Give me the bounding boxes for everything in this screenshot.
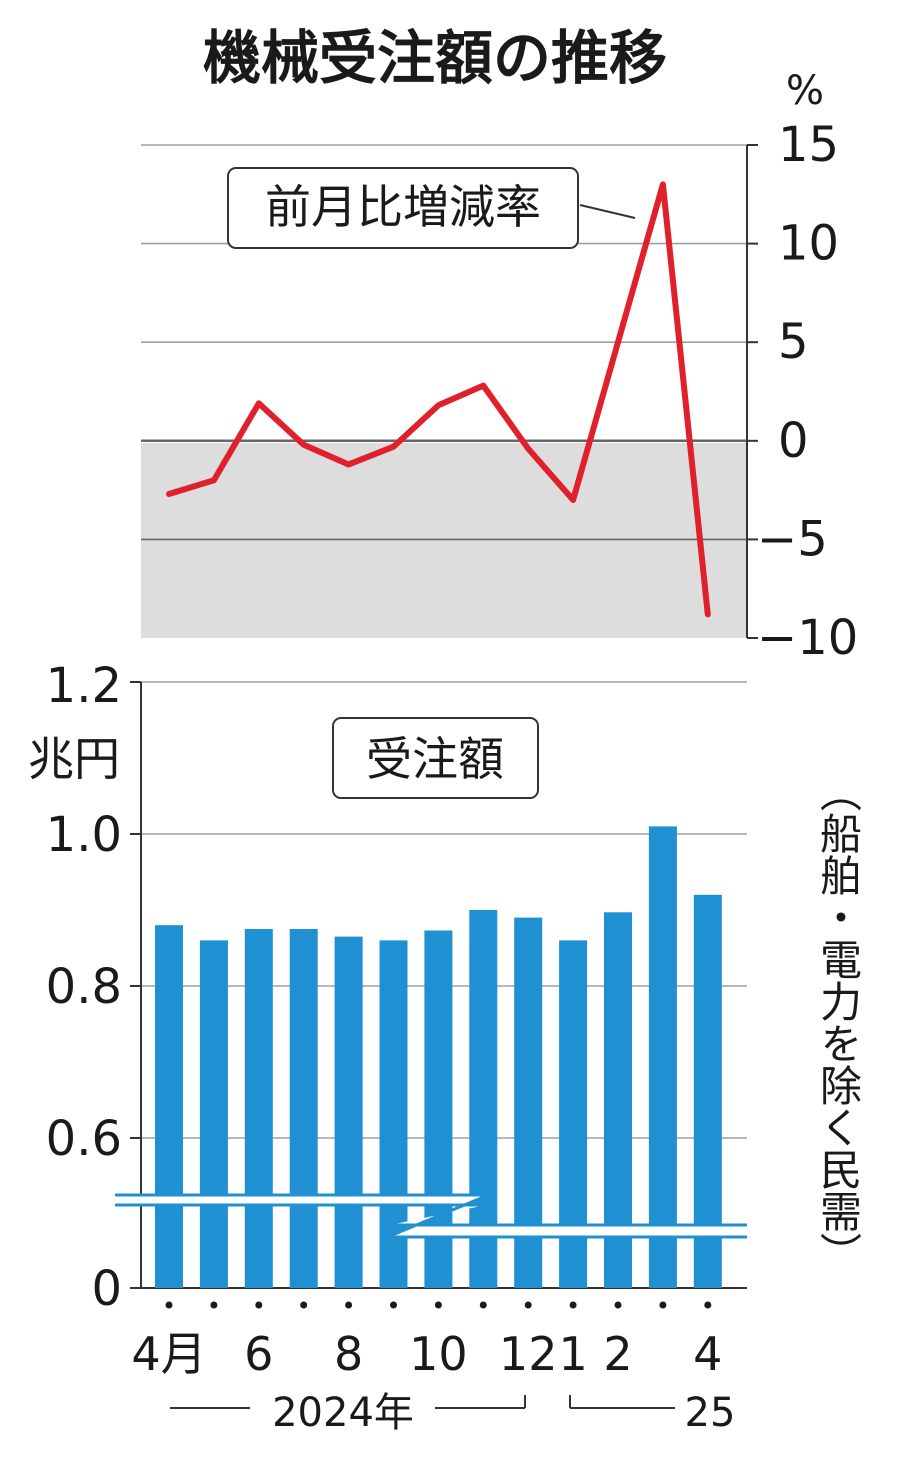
rate-tick-label: 0 — [778, 413, 809, 469]
rate-tick-label: −10 — [757, 610, 858, 666]
x-tick-dot — [524, 1301, 532, 1309]
year-label-2025: 25 — [685, 1390, 736, 1436]
x-tick-label: 4月 — [131, 1327, 206, 1381]
rate-unit: % — [786, 68, 824, 114]
orders-unit: 兆円 — [28, 732, 120, 786]
scope-note: （船舶・電力を除く民需） — [814, 770, 863, 1274]
year-brackets: 2024年 25 — [170, 1390, 735, 1436]
orders-panel: 1.2 1.0 0.8 0.6 0 兆円 受注額 （船舶・電力を除く民需） 4月 6 8 10… — [28, 658, 863, 1436]
rate-tick-label: 5 — [778, 314, 809, 370]
rate-series-label: 前月比増減率 — [265, 180, 541, 234]
x-tick-label: 6 — [244, 1327, 273, 1381]
x-tick-dot — [659, 1301, 667, 1309]
chart-title: 機械受注額の推移 — [203, 24, 667, 92]
x-tick-dot — [255, 1301, 263, 1309]
x-tick-label: 10 — [409, 1327, 468, 1381]
orders-axis-ticks: 1.2 1.0 0.8 0.6 0 — [46, 658, 141, 1317]
x-tick-dot — [569, 1301, 577, 1309]
x-tick-dot — [390, 1301, 397, 1309]
orders-tick-label: 0 — [91, 1261, 122, 1317]
x-tick-label: 12 — [499, 1327, 558, 1381]
x-tick-label: 1 — [558, 1327, 587, 1381]
x-tick-label: 8 — [334, 1327, 363, 1381]
rate-tick-label: 15 — [778, 117, 839, 173]
x-tick-dot — [479, 1301, 487, 1309]
orders-label-box: 受注額 — [332, 717, 539, 799]
orders-tick-label: 0.8 — [46, 959, 122, 1015]
orders-tick-label: 1.0 — [46, 807, 122, 863]
orders-bar — [155, 925, 183, 1288]
orders-tick-label: 1.2 — [46, 658, 122, 714]
negative-band — [141, 443, 747, 638]
orders-tick-label: 0.6 — [46, 1111, 122, 1167]
x-tick-dot — [434, 1301, 442, 1309]
rate-tick-label: 10 — [778, 216, 839, 272]
x-tick-dot — [210, 1301, 218, 1309]
rate-tick-label: −5 — [757, 511, 828, 567]
x-tick-dot — [704, 1301, 712, 1309]
x-tick-label: 4 — [693, 1327, 722, 1381]
year-label-2024: 2024年 — [272, 1390, 414, 1436]
orders-bar — [289, 929, 318, 1288]
x-tick-label: 2 — [603, 1327, 632, 1381]
rate-axis-ticks: 15 10 5 0 −5 −10 — [747, 117, 858, 666]
axis-break — [115, 1193, 747, 1239]
rate-label-pointer — [579, 204, 636, 219]
x-tick-dot — [614, 1301, 622, 1309]
rate-panel: 15 10 5 0 −5 −10 % 前月比増減率 — [141, 68, 858, 666]
orders-series-label: 受注額 — [366, 732, 504, 786]
orders-bar — [244, 929, 273, 1288]
x-tick-dot — [345, 1301, 353, 1309]
orders-bar — [199, 940, 228, 1288]
orders-bar — [693, 894, 722, 1288]
orders-bar — [648, 826, 677, 1288]
x-tick-dot — [300, 1301, 308, 1309]
orders-bar — [334, 936, 363, 1288]
x-tick-dot — [165, 1301, 173, 1309]
rate-label-box: 前月比増減率 — [227, 167, 636, 249]
